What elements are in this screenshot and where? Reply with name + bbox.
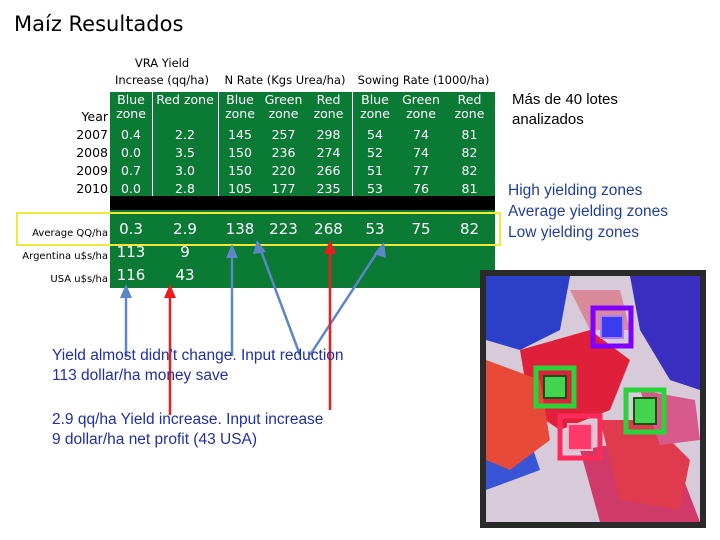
table-cell: 150 <box>228 145 252 160</box>
average-cell: 223 <box>269 220 298 238</box>
table-cell: 0.0 <box>121 181 141 196</box>
red-zone-note: 2.9 qq/ha Yield increase. Input increase… <box>52 411 324 448</box>
table-cell: 145 <box>228 127 252 142</box>
table-cell: 274 <box>316 145 341 160</box>
table-cell: 0.7 <box>121 163 141 178</box>
usa-cell: 116 <box>116 266 146 284</box>
zone-legend: High yielding zones Average yielding zon… <box>508 180 668 243</box>
legend-average: Average yielding zones <box>508 203 668 220</box>
table-cell: 3.0 <box>175 163 195 178</box>
column-header-0: Blue zone <box>116 92 146 121</box>
column-header-2: Blue zone <box>225 92 255 121</box>
table-cell: 51 <box>367 163 383 178</box>
table-cell: 0.0 <box>121 145 141 160</box>
table-divider <box>110 196 495 210</box>
blue-zone-note: Yield almost didn’t change. Input reduct… <box>52 347 344 384</box>
column-header-7: Red zone <box>454 92 485 121</box>
page-title: Maíz Resultados <box>14 12 184 36</box>
table-cell: 81 <box>461 127 478 142</box>
table-separator <box>218 92 219 196</box>
table-cell: 74 <box>413 127 429 142</box>
average-cell: 268 <box>314 220 343 238</box>
table-cell: 236 <box>271 145 296 160</box>
usa-cell: 43 <box>175 266 195 284</box>
year-cell: 2009 <box>76 163 108 178</box>
usa-label: USA u$s/ha <box>50 274 108 285</box>
argentina-cell: 113 <box>116 243 146 261</box>
table-cell: 76 <box>413 181 429 196</box>
table-cell: 2.8 <box>175 181 195 196</box>
average-cell: 53 <box>365 220 385 238</box>
column-header-5: Blue zone <box>360 92 390 121</box>
table-cell: 150 <box>228 163 252 178</box>
column-header-3: Green zone <box>264 92 303 121</box>
table-cell: 74 <box>413 145 429 160</box>
lots-analyzed-note: Más de 40 lotes analizados <box>512 91 618 128</box>
table-cell: 177 <box>271 181 296 196</box>
table-cell: 105 <box>228 181 252 196</box>
table-cell: 81 <box>461 181 478 196</box>
table-separator <box>352 92 353 196</box>
average-label: Average QQ/ha <box>32 228 108 239</box>
table-cell: 77 <box>413 163 429 178</box>
year-cell: 2010 <box>76 181 108 196</box>
table-cell: 0.4 <box>121 127 141 142</box>
header-sowing: Sowing Rate (1000/ha) <box>357 73 490 87</box>
year-label: Year <box>81 109 108 124</box>
average-cell: 82 <box>459 220 480 238</box>
table-cell: 220 <box>271 163 296 178</box>
average-cell: 138 <box>225 220 255 238</box>
year-cell: 2007 <box>76 127 108 142</box>
table-cell: 82 <box>461 163 478 178</box>
table-header-band <box>110 48 495 92</box>
column-header-4: Red zone <box>313 92 344 121</box>
average-cell: 75 <box>411 220 431 238</box>
table-separator <box>152 92 153 196</box>
argentina-cell: 9 <box>180 243 190 261</box>
legend-low: Low yielding zones <box>508 224 639 241</box>
table-cell: 53 <box>367 181 383 196</box>
header-vra: VRA Yield Increase (qq/ha) <box>114 56 210 87</box>
column-header-1: Red zone <box>156 92 214 107</box>
year-cell: 2008 <box>76 145 108 160</box>
table-cell: 52 <box>367 145 383 160</box>
table-cell: 257 <box>271 127 296 142</box>
header-nrate: N Rate (Kgs Urea/ha) <box>224 73 346 87</box>
table-cell: 235 <box>316 181 341 196</box>
average-cell: 0.3 <box>119 220 143 238</box>
argentina-label: Argentina u$s/ha <box>22 251 108 262</box>
legend-high: High yielding zones <box>508 182 643 199</box>
table-cell: 298 <box>316 127 341 142</box>
table-cell: 82 <box>461 145 478 160</box>
average-cell: 2.9 <box>173 220 197 238</box>
table-cell: 2.2 <box>175 127 195 142</box>
column-header-6: Green zone <box>402 92 440 121</box>
table-cell: 3.5 <box>175 145 195 160</box>
table-cell: 266 <box>316 163 341 178</box>
yield-zone-map <box>480 270 706 528</box>
table-cell: 54 <box>367 127 383 142</box>
